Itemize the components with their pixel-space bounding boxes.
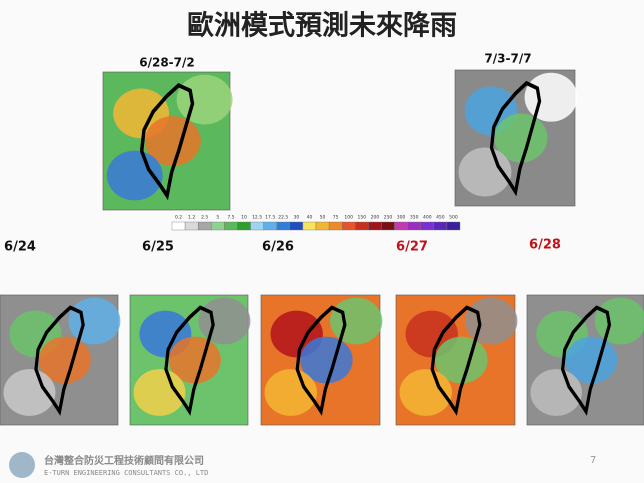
rain-area bbox=[3, 369, 56, 416]
colorbar-tick-label: 250 bbox=[384, 215, 393, 221]
company-zh: 台灣整合防災工程技術顧問有限公司 bbox=[44, 454, 204, 467]
colorbar-swatch bbox=[315, 221, 330, 231]
rain-area bbox=[264, 369, 317, 416]
colorbar-tick-label: 350 bbox=[410, 215, 419, 221]
colorbar-tick-label: 12.5 bbox=[252, 215, 262, 221]
colorbar-swatch bbox=[302, 221, 317, 231]
day-label: 6/25 bbox=[142, 240, 174, 255]
rain-area bbox=[458, 147, 512, 197]
colorbar-tick-label: 300 bbox=[397, 215, 406, 221]
day-label: 6/27 bbox=[396, 240, 428, 255]
colorbar-swatch bbox=[446, 221, 461, 231]
colorbar-tick-label: 17.5 bbox=[265, 215, 275, 221]
rain-area bbox=[465, 297, 518, 345]
rain-area bbox=[530, 369, 582, 416]
colorbar-swatch bbox=[355, 221, 369, 231]
day-label: 6/24 bbox=[4, 240, 36, 255]
map-label: 6/28-7/2 bbox=[139, 56, 195, 70]
map-label: 7/3-7/7 bbox=[484, 52, 531, 66]
colorbar-swatch bbox=[250, 221, 264, 231]
colorbar-tick-label: 10 bbox=[241, 215, 247, 221]
colorbar-swatch bbox=[394, 221, 408, 231]
colorbar-tick-label: 200 bbox=[371, 215, 380, 221]
rain-map bbox=[260, 294, 383, 426]
colorbar-tick-label: 2.5 bbox=[201, 215, 208, 221]
slide-title: 歐洲模式預測未來降雨 bbox=[187, 11, 457, 42]
colorbar-tick-label: 7.5 bbox=[227, 215, 234, 221]
colorbar-swatch bbox=[289, 221, 304, 231]
rain-area bbox=[330, 297, 383, 345]
logo bbox=[9, 452, 35, 478]
colorbar-swatch bbox=[341, 221, 356, 231]
rain-area bbox=[524, 72, 578, 122]
colorbar-swatch bbox=[171, 221, 186, 231]
colorbar-swatch bbox=[407, 221, 421, 231]
colorbar-tick-label: 22.5 bbox=[278, 215, 288, 221]
rain-map bbox=[526, 294, 644, 426]
colorbar-tick-label: 100 bbox=[344, 215, 353, 221]
colorbar-swatch bbox=[368, 221, 382, 231]
colorbar-swatch bbox=[263, 221, 277, 231]
rain-area bbox=[399, 369, 452, 416]
colorbar-tick-label: 500 bbox=[449, 215, 458, 221]
colorbar-tick-label: 75 bbox=[333, 215, 339, 221]
rain-area bbox=[176, 74, 233, 125]
day-label: 6/26 bbox=[262, 240, 294, 255]
colorbar-swatch bbox=[224, 221, 238, 231]
rain-map bbox=[129, 294, 251, 426]
rain-map bbox=[395, 294, 518, 426]
rain-map bbox=[102, 71, 233, 211]
colorbar-swatch bbox=[433, 221, 448, 231]
rain-map bbox=[0, 294, 121, 426]
rain-area bbox=[133, 369, 186, 416]
rain-area bbox=[106, 150, 163, 201]
rain-area bbox=[594, 297, 644, 345]
colorbar-swatch bbox=[184, 221, 199, 231]
colorbar-swatch bbox=[381, 221, 395, 231]
colorbar-tick-label: 400 bbox=[423, 215, 432, 221]
colorbar-swatch bbox=[328, 221, 343, 231]
colorbar-tick-label: 50 bbox=[320, 215, 326, 221]
page-number: 7 bbox=[590, 455, 596, 466]
rain-map bbox=[454, 69, 578, 207]
colorbar-swatch bbox=[420, 221, 435, 231]
colorbar-swatch bbox=[237, 221, 251, 231]
colorbar-tick-label: 5 bbox=[216, 215, 219, 221]
day-label: 6/28 bbox=[529, 238, 561, 253]
colorbar-tick-label: 0.2 bbox=[175, 215, 182, 221]
colorbar-tick-label: 40 bbox=[307, 215, 313, 221]
company-en: E-TURN ENGINEERING CONSULTANTS CO., LTD bbox=[44, 469, 208, 477]
rain-area bbox=[68, 297, 121, 345]
colorbar-tick-label: 1.2 bbox=[188, 215, 195, 221]
rain-area bbox=[198, 297, 251, 345]
colorbar-swatch bbox=[276, 221, 291, 231]
colorbar-tick-label: 30 bbox=[293, 215, 299, 221]
colorbar-tick-label: 150 bbox=[358, 215, 367, 221]
colorbar-swatch bbox=[211, 221, 225, 231]
colorbar-tick-label: 450 bbox=[436, 215, 445, 221]
colorbar-swatch bbox=[197, 221, 212, 231]
